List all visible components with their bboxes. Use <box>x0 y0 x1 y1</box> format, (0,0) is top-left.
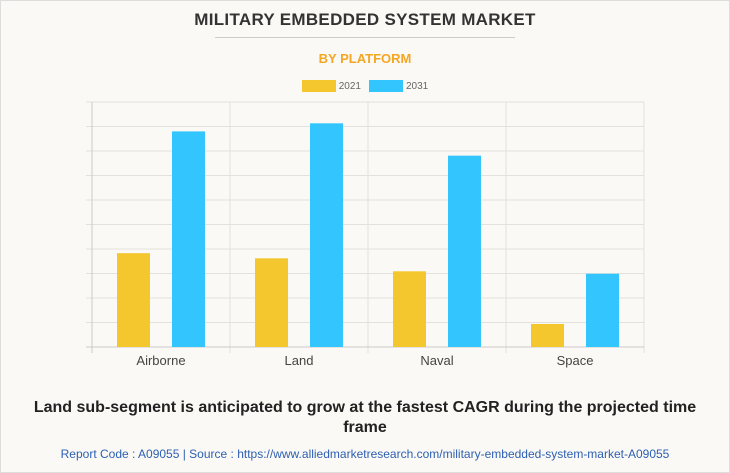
legend-label-2031: 2031 <box>406 80 429 92</box>
x-tick-label: Space <box>557 353 594 368</box>
bar-airborne-2021 <box>117 253 150 347</box>
title-divider <box>215 37 515 38</box>
bar-naval-2031 <box>448 155 481 347</box>
bar-naval-2021 <box>393 271 426 347</box>
chart-subtitle: BY PLATFORM <box>318 51 412 66</box>
bar-space-2031 <box>586 273 619 347</box>
legend: 2021 2031 <box>0 80 730 92</box>
bar-space-2021 <box>531 323 564 347</box>
bar-land-2021 <box>255 258 288 347</box>
source-footer[interactable]: Report Code : A09055 | Source : https://… <box>60 447 670 461</box>
legend-swatch-2031 <box>369 80 403 92</box>
legend-swatch-2021 <box>301 80 336 92</box>
x-tick-label: Airborne <box>136 353 185 368</box>
x-tick-label: Naval <box>420 353 453 368</box>
chart-title: MILITARY EMBEDDED SYSTEM MARKET <box>194 10 536 29</box>
legend-label-2021: 2021 <box>338 80 361 92</box>
x-tick-label: Land <box>285 353 314 368</box>
legend-item-2021[interactable]: 2021 <box>301 80 361 92</box>
bar-land-2031 <box>310 123 343 347</box>
chart-caption: Land sub-segment is anticipated to grow … <box>33 399 697 436</box>
legend-item-2031[interactable]: 2031 <box>369 80 428 92</box>
bar-airborne-2031 <box>172 131 205 347</box>
